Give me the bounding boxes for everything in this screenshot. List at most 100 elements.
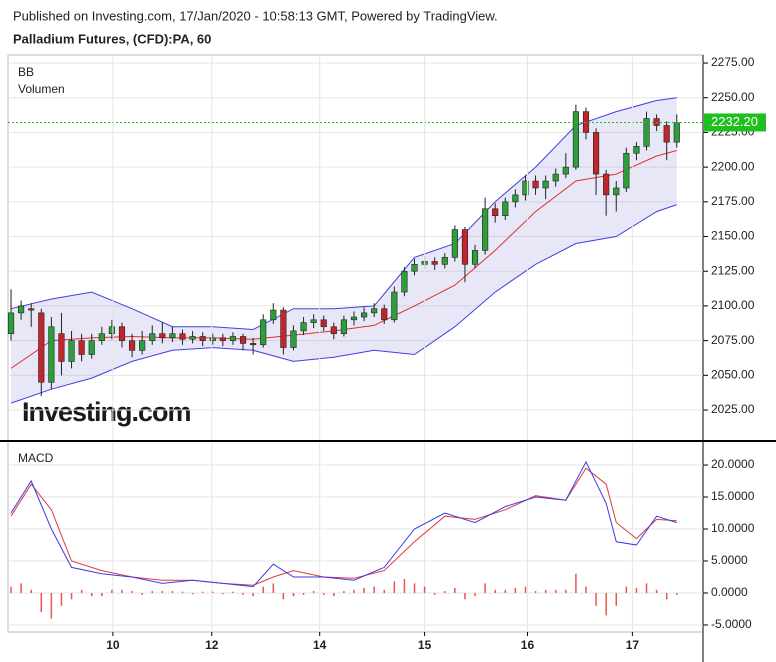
candle-body xyxy=(7,312,15,334)
candle-body xyxy=(431,261,438,265)
indicator-label: Volumen xyxy=(18,82,65,96)
candle-body xyxy=(603,173,610,196)
histogram-bar xyxy=(131,591,133,593)
title: Palladium Futures, (CFD):PA, 60 xyxy=(13,31,211,46)
candle-body xyxy=(118,326,126,341)
candle-body xyxy=(522,180,529,196)
candle-body xyxy=(88,340,95,355)
candle-body xyxy=(280,309,287,348)
candle-body xyxy=(98,333,105,341)
histogram-bar xyxy=(635,587,638,593)
candle-body xyxy=(512,194,519,203)
histogram-bar xyxy=(484,583,486,593)
candle-body xyxy=(199,336,206,341)
histogram-bar xyxy=(544,589,547,593)
histogram-bar xyxy=(101,592,103,597)
histogram-bar xyxy=(444,591,446,593)
y-tick-label: 2200.00 xyxy=(711,159,755,173)
candle-body xyxy=(461,229,469,265)
y-tick-label: 2025.00 xyxy=(711,402,755,416)
histogram-bar xyxy=(383,589,385,593)
y-tick-label: 20.0000 xyxy=(711,457,755,471)
last-price-box xyxy=(704,113,766,132)
candle-body xyxy=(502,201,509,217)
histogram-bar xyxy=(30,589,32,593)
candle-body xyxy=(48,326,55,383)
histogram-bar xyxy=(585,586,587,593)
y-tick-label: 2275.00 xyxy=(711,55,755,69)
candle-body xyxy=(250,343,257,346)
histogram-bar xyxy=(181,591,184,593)
candle-body xyxy=(673,122,680,143)
candle-body xyxy=(320,319,327,328)
histogram-bar xyxy=(302,592,305,595)
histogram-bar xyxy=(212,591,214,593)
histogram-bar xyxy=(514,587,517,593)
candle-body xyxy=(532,180,539,189)
histogram-bar xyxy=(554,589,557,593)
histogram-bar xyxy=(191,592,194,595)
candle-body xyxy=(552,173,559,182)
candle-body xyxy=(391,291,398,321)
candle-body xyxy=(128,340,136,351)
histogram-bar xyxy=(655,589,658,593)
histogram-bar xyxy=(464,592,466,600)
histogram-bar xyxy=(141,592,143,595)
candle-body xyxy=(229,336,237,341)
histogram-bar xyxy=(403,578,406,593)
histogram-bar xyxy=(322,592,325,595)
indicator-label: MACD xyxy=(18,451,54,465)
histogram-bar xyxy=(333,592,335,597)
bb-lower xyxy=(10,204,677,404)
watermark: Investing.com xyxy=(22,397,191,427)
histogram-bar xyxy=(363,587,365,593)
candle-body xyxy=(441,257,448,265)
x-tick-label: 17 xyxy=(626,638,640,652)
candle-body xyxy=(78,340,85,355)
histogram-bar xyxy=(272,583,275,593)
histogram-bar xyxy=(222,592,224,595)
histogram-bar xyxy=(282,592,285,600)
histogram-bar xyxy=(111,589,113,593)
indicator-label: BB xyxy=(18,65,34,79)
candle-body xyxy=(38,312,45,383)
histogram-bar xyxy=(393,581,396,593)
candle-body xyxy=(310,319,317,323)
histogram-bar xyxy=(433,592,436,595)
y-tick-label: 0.0000 xyxy=(711,585,748,599)
candle-body xyxy=(219,337,226,341)
histogram-bar xyxy=(474,592,476,597)
candle-body xyxy=(159,333,166,339)
histogram-bar xyxy=(40,592,43,613)
histogram-bar xyxy=(343,591,345,593)
candle-body xyxy=(330,326,337,334)
candle-body xyxy=(209,337,216,341)
candle-body xyxy=(371,308,378,314)
y-tick-label: 2175.00 xyxy=(711,194,755,208)
histogram-bar xyxy=(423,586,426,593)
histogram-bar xyxy=(615,592,618,606)
histogram-bar xyxy=(50,592,53,619)
x-tick-label: 15 xyxy=(418,638,432,652)
histogram-bar xyxy=(171,591,174,593)
histogram-bar xyxy=(534,591,537,593)
candle-body xyxy=(189,336,196,340)
candle-body xyxy=(179,333,186,340)
candle-body xyxy=(300,322,307,332)
y-tick-label: 10.0000 xyxy=(711,521,755,535)
y-tick-label: 15.0000 xyxy=(711,489,755,503)
candle-body xyxy=(139,340,146,351)
histogram-bar xyxy=(60,592,63,606)
candle-body xyxy=(623,152,630,189)
histogram-bar xyxy=(625,586,628,593)
candle-body xyxy=(572,111,579,168)
histogram-bar xyxy=(454,587,456,593)
y-tick-label: 2150.00 xyxy=(711,229,755,243)
candle-body xyxy=(149,333,156,341)
candle-body xyxy=(451,229,458,258)
candle-body xyxy=(381,308,388,321)
x-tick-label: 10 xyxy=(106,638,120,652)
candle-body xyxy=(108,326,115,334)
candle-body xyxy=(401,270,408,293)
histogram-bar xyxy=(262,586,264,593)
